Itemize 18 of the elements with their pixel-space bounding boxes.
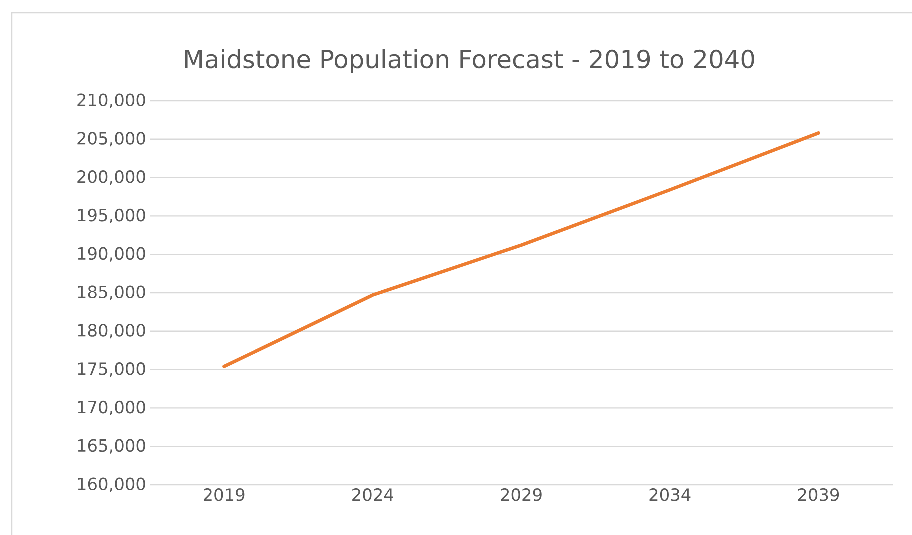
- y-tick-label: 170,000: [78, 400, 146, 416]
- y-tick-label: 210,000: [78, 94, 146, 108]
- y-tick-label: 175,000: [78, 362, 146, 378]
- x-tick-label: 2034: [650, 488, 691, 502]
- x-tick-label: 2024: [352, 488, 394, 502]
- y-tick-label: 205,000: [78, 132, 146, 147]
- y-tick-label: 195,000: [78, 208, 146, 224]
- y-tick-label: 165,000: [78, 439, 146, 454]
- y-tick-label: 200,000: [78, 170, 146, 186]
- y-tick-label: 180,000: [78, 324, 146, 339]
- x-tick-label: 2019: [204, 488, 245, 502]
- line-series: [222, 132, 820, 368]
- x-tick-label: 2039: [798, 488, 840, 502]
- y-tick-label: 190,000: [78, 247, 146, 262]
- y-tick-label: 160,000: [78, 478, 146, 492]
- chart-title: Maidstone Population Forecast - 2019 to 2040: [185, 49, 754, 74]
- x-tick-label: 2029: [501, 488, 542, 502]
- y-tick-label: 185,000: [78, 286, 146, 300]
